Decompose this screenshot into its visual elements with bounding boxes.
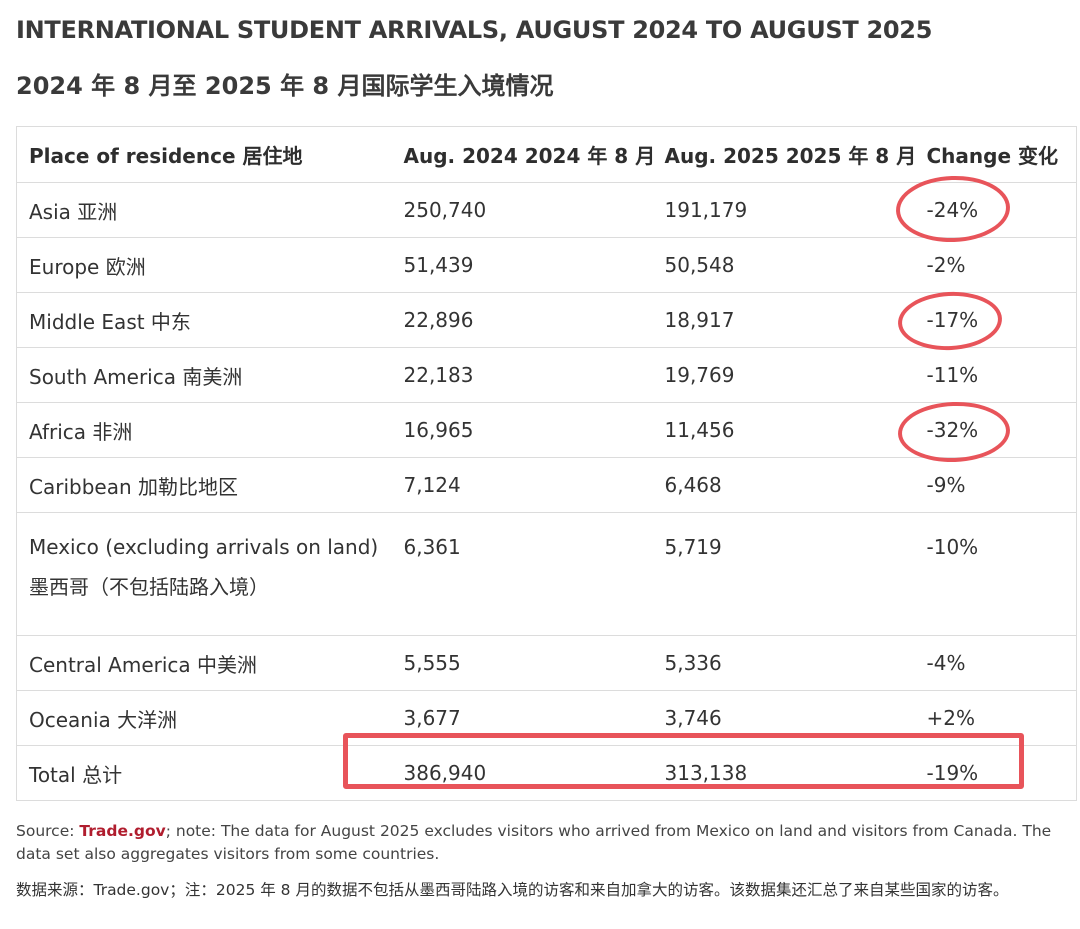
cell-place: Caribbean 加勒比地区 bbox=[16, 457, 392, 513]
source-note-cn: 数据来源：Trade.gov；注：2025 年 8 月的数据不包括从墨西哥陆路入… bbox=[16, 881, 1009, 899]
cell-aug-2024: 51,439 bbox=[391, 237, 653, 293]
cell-place: Oceania 大洋洲 bbox=[16, 690, 392, 746]
table-row: Central America 中美洲 5,555 5,336 -4% bbox=[16, 635, 1077, 691]
table-row: Caribbean 加勒比地区 7,124 6,468 -9% bbox=[16, 457, 1077, 513]
cell-place: Central America 中美洲 bbox=[16, 635, 392, 691]
header-place: Place of residence 居住地 bbox=[16, 126, 392, 183]
table-row: Oceania 大洋洲 3,677 3,746 +2% bbox=[16, 690, 1077, 746]
cell-aug-2024: 22,183 bbox=[391, 347, 653, 403]
cell-aug-2024: 3,677 bbox=[391, 690, 653, 746]
cell-aug-2024: 22,896 bbox=[391, 292, 653, 348]
cell-aug-2024: 386,940 bbox=[391, 745, 653, 801]
cell-aug-2025: 5,336 bbox=[652, 635, 915, 691]
cell-aug-2025: 19,769 bbox=[652, 347, 915, 403]
source-prefix: Source: bbox=[16, 822, 80, 840]
table-row: Mexico (excluding arrivals on land) 墨西哥（… bbox=[16, 512, 1077, 636]
cell-place: Africa 非洲 bbox=[16, 402, 392, 458]
cell-place: South America 南美洲 bbox=[16, 347, 392, 403]
cell-change: -24% bbox=[914, 182, 1077, 238]
cell-aug-2025: 11,456 bbox=[652, 402, 915, 458]
arrivals-table-container: Place of residence 居住地 Aug. 2024 2024 年 … bbox=[16, 126, 1077, 801]
cell-change: -32% bbox=[914, 402, 1077, 458]
cell-aug-2025: 3,746 bbox=[652, 690, 915, 746]
source-link[interactable]: Trade.gov bbox=[79, 822, 166, 840]
cell-aug-2024: 7,124 bbox=[391, 457, 653, 513]
cell-change: -9% bbox=[914, 457, 1077, 513]
cell-place: Europe 欧洲 bbox=[16, 237, 392, 293]
cell-place: Middle East 中东 bbox=[16, 292, 392, 348]
source-note: Source: Trade.gov; note: The data for Au… bbox=[16, 820, 1066, 866]
cell-change: +2% bbox=[914, 690, 1077, 746]
table-row: South America 南美洲 22,183 19,769 -11% bbox=[16, 347, 1077, 403]
table-row: Europe 欧洲 51,439 50,548 -2% bbox=[16, 237, 1077, 293]
cell-change: -19% bbox=[914, 745, 1077, 801]
page-title: INTERNATIONAL STUDENT ARRIVALS, AUGUST 2… bbox=[16, 16, 933, 44]
table-row: Africa 非洲 16,965 11,456 -32% bbox=[16, 402, 1077, 458]
cell-place-en: Mexico (excluding arrivals on land) bbox=[29, 535, 379, 559]
cell-aug-2025: 313,138 bbox=[652, 745, 915, 801]
cell-change: -17% bbox=[914, 292, 1077, 348]
cell-place: Total 总计 bbox=[16, 745, 392, 801]
cell-place: Mexico (excluding arrivals on land) 墨西哥（… bbox=[16, 512, 392, 636]
table-header-row: Place of residence 居住地 Aug. 2024 2024 年 … bbox=[16, 126, 1077, 183]
table-row-total: Total 总计 386,940 313,138 -19% bbox=[16, 745, 1077, 801]
header-change: Change 变化 bbox=[914, 126, 1077, 183]
table-row: Asia 亚洲 250,740 191,179 -24% bbox=[16, 182, 1077, 238]
cell-aug-2024: 16,965 bbox=[391, 402, 653, 458]
cell-aug-2025: 191,179 bbox=[652, 182, 915, 238]
cell-aug-2024: 6,361 bbox=[391, 512, 653, 636]
cell-aug-2024: 5,555 bbox=[391, 635, 653, 691]
arrivals-table: Place of residence 居住地 Aug. 2024 2024 年 … bbox=[16, 126, 1077, 801]
page-subtitle: 2024 年 8 月至 2025 年 8 月国际学生入境情况 bbox=[16, 72, 554, 100]
cell-change: -2% bbox=[914, 237, 1077, 293]
cell-change: -11% bbox=[914, 347, 1077, 403]
cell-place: Asia 亚洲 bbox=[16, 182, 392, 238]
cell-change: -10% bbox=[914, 512, 1077, 636]
cell-aug-2025: 18,917 bbox=[652, 292, 915, 348]
cell-aug-2025: 5,719 bbox=[652, 512, 915, 636]
header-aug-2024: Aug. 2024 2024 年 8 月 bbox=[391, 126, 653, 183]
cell-aug-2025: 6,468 bbox=[652, 457, 915, 513]
cell-place-cn: 墨西哥（不包括陆路入境） bbox=[29, 575, 269, 599]
cell-aug-2025: 50,548 bbox=[652, 237, 915, 293]
cell-change: -4% bbox=[914, 635, 1077, 691]
source-note-text: ; note: The data for August 2025 exclude… bbox=[16, 822, 1052, 863]
cell-aug-2024: 250,740 bbox=[391, 182, 653, 238]
table-row: Middle East 中东 22,896 18,917 -17% bbox=[16, 292, 1077, 348]
header-aug-2025: Aug. 2025 2025 年 8 月 bbox=[652, 126, 915, 183]
